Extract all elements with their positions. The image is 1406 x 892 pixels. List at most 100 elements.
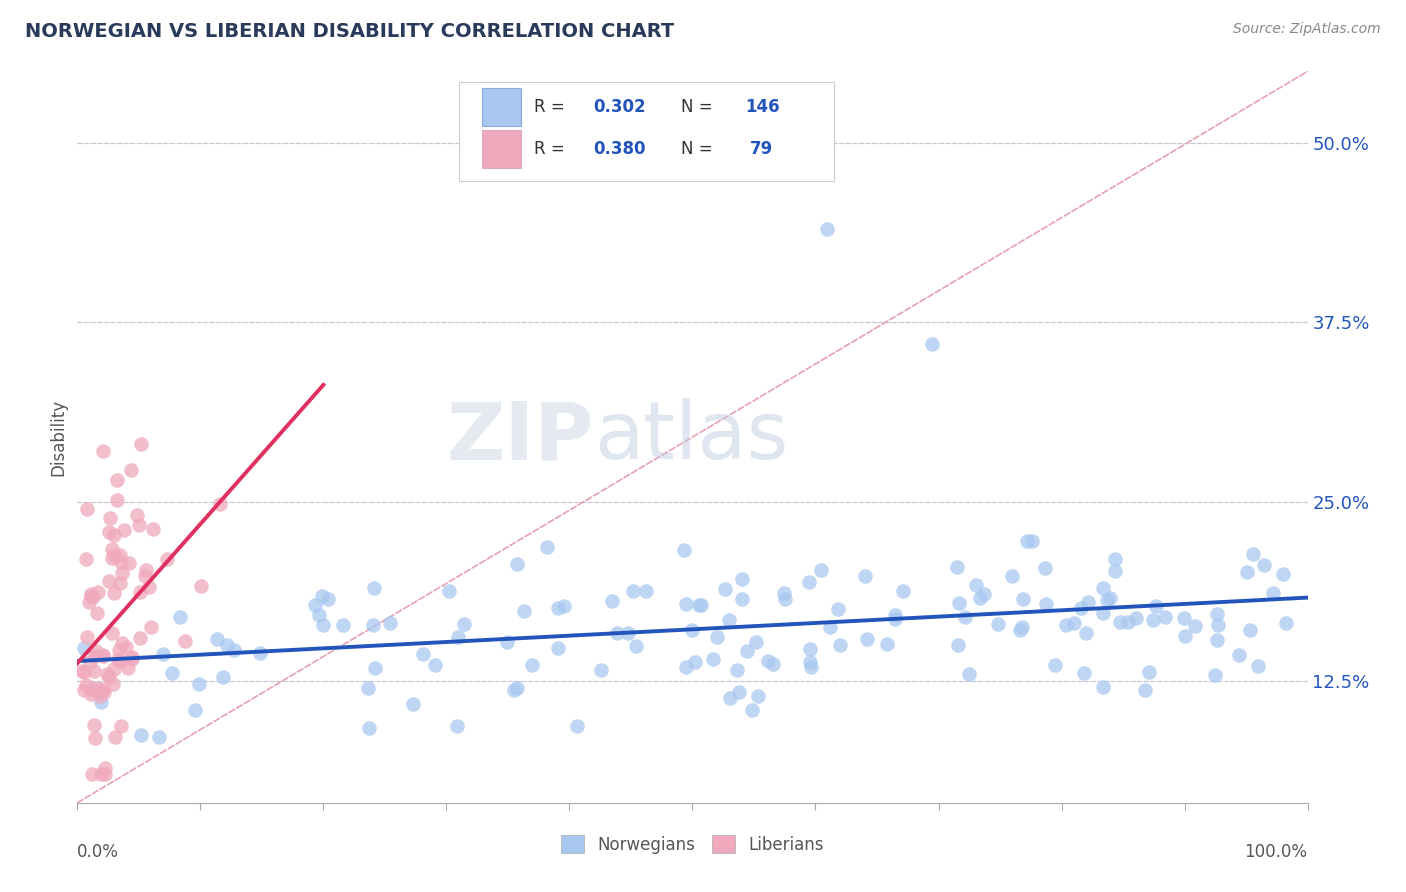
Point <box>332 618 354 632</box>
Point <box>118 557 141 571</box>
Point <box>108 575 131 590</box>
Text: Source: ZipAtlas.com: Source: ZipAtlas.com <box>1233 22 1381 37</box>
Text: R =: R = <box>534 98 569 116</box>
Point <box>953 610 976 624</box>
Point <box>80 767 103 781</box>
Point <box>948 638 970 652</box>
Point <box>1011 592 1033 607</box>
Point <box>91 682 114 697</box>
Point <box>675 597 697 611</box>
Point <box>107 473 129 487</box>
Point <box>756 654 779 668</box>
Text: 0.302: 0.302 <box>593 98 645 116</box>
Point <box>361 618 384 632</box>
Point <box>209 497 232 511</box>
Point <box>1125 611 1147 625</box>
Point <box>76 501 98 516</box>
Point <box>111 566 134 581</box>
Point <box>84 644 107 658</box>
Point <box>1253 558 1275 572</box>
Point <box>103 548 125 562</box>
Point <box>70 664 93 678</box>
Point <box>105 493 128 508</box>
Point <box>827 601 849 615</box>
Point <box>110 719 132 733</box>
Point <box>378 616 401 631</box>
Point <box>103 585 125 599</box>
Point <box>681 623 703 637</box>
Point <box>446 630 468 644</box>
Point <box>174 633 197 648</box>
Point <box>747 689 769 703</box>
Point <box>1174 629 1197 643</box>
Point <box>83 664 105 678</box>
Point <box>94 761 117 775</box>
Point <box>762 657 785 671</box>
Point <box>616 626 638 640</box>
Y-axis label: Disability: Disability <box>49 399 67 475</box>
Point <box>98 525 121 540</box>
Point <box>1241 547 1264 561</box>
Point <box>120 463 142 477</box>
Point <box>1073 666 1095 681</box>
Point <box>110 654 132 668</box>
Point <box>1206 617 1229 632</box>
Point <box>1074 626 1097 640</box>
Point <box>987 616 1010 631</box>
Point <box>1054 618 1077 632</box>
Point <box>506 681 529 696</box>
Point <box>91 649 114 664</box>
Point <box>98 510 121 524</box>
FancyBboxPatch shape <box>458 82 834 181</box>
Point <box>103 528 125 542</box>
Point <box>129 631 152 645</box>
Point <box>1206 607 1229 621</box>
Point <box>713 582 735 596</box>
Point <box>884 612 907 626</box>
Point <box>1142 613 1164 627</box>
Point <box>75 678 97 692</box>
Point <box>110 555 132 569</box>
Point <box>505 557 527 571</box>
Point <box>224 642 246 657</box>
Point <box>217 638 239 652</box>
Point <box>128 517 150 532</box>
Point <box>117 661 139 675</box>
Point <box>94 767 117 781</box>
Point <box>1261 586 1284 600</box>
Point <box>745 635 768 649</box>
Point <box>1011 620 1033 634</box>
Point <box>93 685 115 699</box>
Point <box>101 677 124 691</box>
Point <box>139 619 162 633</box>
Point <box>828 639 851 653</box>
Point <box>1021 533 1043 548</box>
Point <box>891 583 914 598</box>
Point <box>91 648 114 662</box>
Point <box>1092 606 1115 620</box>
Point <box>1229 648 1251 662</box>
Point <box>536 540 558 554</box>
Point <box>1247 658 1270 673</box>
Point <box>90 685 112 699</box>
Point <box>357 681 380 696</box>
Text: atlas: atlas <box>595 398 789 476</box>
Point <box>446 719 468 733</box>
Point <box>683 655 706 669</box>
Point <box>72 683 94 698</box>
Point <box>797 574 820 589</box>
Point <box>1070 601 1092 615</box>
Text: N =: N = <box>682 98 718 116</box>
Point <box>1272 566 1295 581</box>
Point <box>1173 611 1195 625</box>
Text: NORWEGIAN VS LIBERIAN DISABILITY CORRELATION CHART: NORWEGIAN VS LIBERIAN DISABILITY CORRELA… <box>25 22 675 41</box>
Point <box>1153 610 1175 624</box>
Point <box>731 592 754 607</box>
Point <box>624 639 647 653</box>
Point <box>311 589 333 603</box>
Legend: Norwegians, Liberians: Norwegians, Liberians <box>554 829 831 860</box>
Point <box>799 655 821 669</box>
Point <box>80 590 103 604</box>
Point <box>107 651 129 665</box>
Point <box>80 687 103 701</box>
